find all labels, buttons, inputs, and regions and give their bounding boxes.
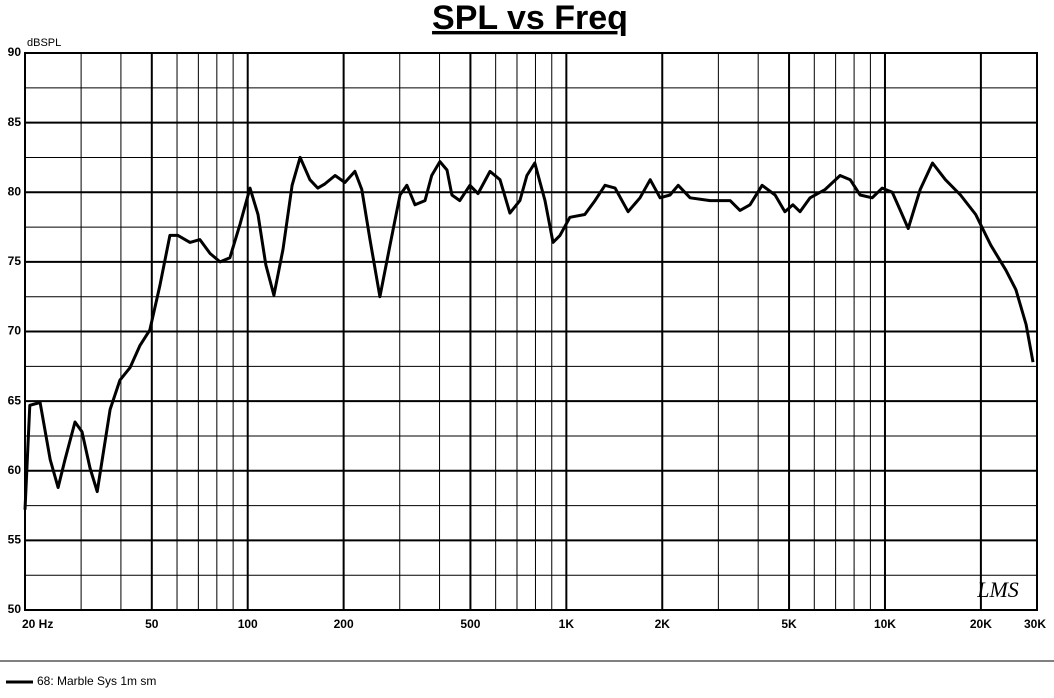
x-tick-label: 2K: [655, 617, 671, 631]
y-tick-label: 55: [8, 533, 22, 547]
spl-curve: [23, 155, 1035, 510]
x-tick-label: 500: [460, 617, 480, 631]
y-tick-label: 80: [8, 184, 22, 198]
x-tick-label: 30K: [1024, 617, 1046, 631]
y-tick-label: 85: [8, 115, 22, 129]
x-tick-label: 20K: [970, 617, 992, 631]
x-tick-label: 200: [334, 617, 354, 631]
chart-title: SPL vs Freq: [432, 0, 628, 37]
x-tick-label: 1K: [559, 617, 575, 631]
y-axis-label: dBSPL: [27, 37, 61, 49]
y-tick-label: 70: [8, 324, 22, 338]
y-tick-label: 60: [8, 463, 22, 477]
legend-label: 68: Marble Sys 1m sm: [37, 674, 156, 688]
x-tick-label: 50: [145, 617, 159, 631]
plot-frame: [24, 52, 1038, 611]
x-tick-label: 20 Hz: [22, 617, 53, 631]
y-tick-label: 75: [8, 254, 22, 268]
x-tick-label: 5K: [781, 617, 797, 631]
y-tick-label: 50: [8, 602, 22, 616]
y-tick-label: 90: [8, 45, 22, 59]
x-tick-label: 100: [238, 617, 258, 631]
watermark: LMS: [976, 577, 1019, 602]
y-tick-label: 65: [8, 393, 22, 407]
x-tick-label: 10K: [874, 617, 896, 631]
